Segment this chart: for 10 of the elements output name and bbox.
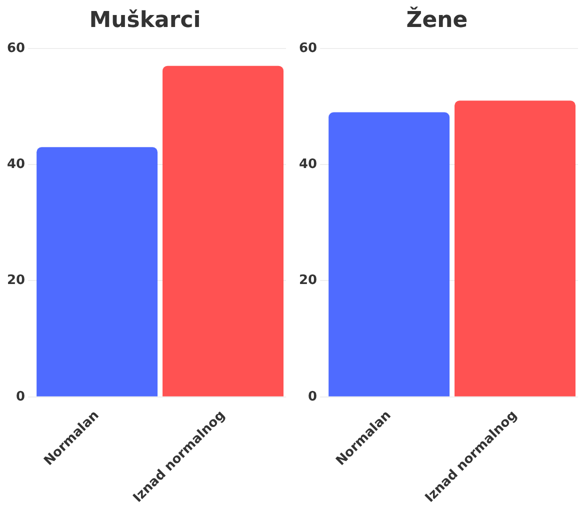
chart-title: Žene: [406, 6, 468, 33]
y-tick-label: 60: [298, 40, 318, 56]
y-tick-label: 60: [6, 40, 26, 56]
chart-title: Muškarci: [89, 8, 201, 33]
y-tick-label: 20: [6, 273, 26, 288]
y-tick-label: 0: [16, 389, 26, 404]
y-tick-label: 40: [298, 156, 318, 172]
y-tick-label: 20: [298, 273, 318, 288]
y-tick-label: 0: [308, 389, 318, 404]
y-tick-label: 40: [6, 156, 26, 172]
